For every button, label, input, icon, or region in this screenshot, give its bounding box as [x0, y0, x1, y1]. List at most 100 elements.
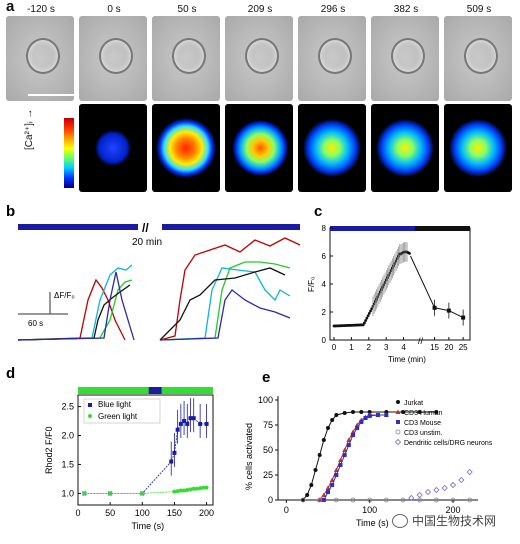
e-xtick-label: 200: [445, 505, 460, 515]
d-blue-bar: [148, 387, 162, 394]
c-xtick-label: 25: [459, 343, 468, 352]
c-data-point: [370, 307, 374, 311]
d-blue-point: [188, 416, 193, 421]
d-green-point: [198, 486, 203, 491]
c-data-point: [408, 252, 411, 255]
time-label: -120 s: [27, 4, 55, 15]
e-cd3-mouse-point: [321, 498, 326, 502]
e-cd3-unstim-point: [317, 497, 323, 503]
panel-d-chart: d 1.0 1.5 2.0 2.5 0 50 100 150 200 Rhod2 F/F0 Time…: [6, 365, 214, 531]
e-legend-text: CD3 Human: [404, 410, 443, 417]
e-legend-text: Jurkat: [404, 400, 423, 407]
e-ytick-label: 25: [263, 470, 273, 480]
c-ytick-label: 6: [322, 252, 327, 261]
e-cd3-mouse-point: [355, 426, 360, 430]
d-ytick-label: 2.5: [61, 402, 74, 412]
e-jurkat-point: [351, 410, 355, 414]
e-cd3-mouse-point: [326, 490, 330, 494]
calcium-fluorescence-image: [225, 104, 293, 192]
b-scale-x-label: 60 s: [28, 319, 43, 328]
e-jurkat-point: [342, 411, 347, 415]
b-stimulus-bar-right: [162, 224, 300, 230]
d-xtick-label: 50: [105, 508, 115, 518]
c-data-point: [365, 316, 369, 320]
c-black-bar: [415, 226, 470, 231]
d-blue-point: [198, 421, 203, 426]
e-cd3-unstim-point: [433, 497, 439, 503]
d-legend-blue-text: Blue light: [98, 400, 132, 409]
e-jurkat-point: [313, 468, 318, 472]
c-xtick-label: 3: [384, 343, 389, 352]
c-xlabel: Time (min): [388, 355, 426, 364]
e-legend-text: Dendritic cells/DRG neurons: [404, 440, 493, 447]
e-jurkat-point: [321, 438, 326, 442]
e-cd3-mouse-point: [330, 483, 335, 487]
e-cd3-mouse-point: [338, 463, 343, 467]
e-jurkat-point: [301, 498, 305, 502]
e-dendritic-point: [441, 484, 448, 492]
d-plot-frame: [77, 394, 214, 506]
b-trace-line: [17, 237, 301, 341]
wechat-logo-icon: [392, 513, 408, 528]
e-jurkat-point: [434, 410, 439, 414]
e-jurkat-point: [367, 410, 372, 414]
e-cd3-mouse-point: [376, 413, 380, 417]
b-trace-line: [17, 271, 291, 341]
e-cd3-human-point: [317, 497, 323, 502]
c-blue-bar: [330, 226, 415, 231]
e-cd3-unstim-point: [350, 497, 356, 503]
time-label: 296 s: [320, 4, 346, 15]
d-xtick-label: 200: [199, 508, 214, 518]
c-xtick-label: 4: [401, 343, 406, 352]
e-xtick-label: 100: [362, 505, 377, 515]
e-cd3-unstim-point: [400, 497, 406, 503]
brightfield-cell-image: [444, 16, 512, 101]
c-ytick-label: 8: [322, 224, 327, 233]
b-stimulus-bar-left: [18, 224, 138, 230]
calcium-fluorescence-image: [152, 104, 220, 192]
e-legend-marker: [394, 438, 402, 446]
scale-bar: [28, 94, 74, 96]
d-ytick-label: 1.5: [61, 459, 74, 469]
e-dendritic-point: [416, 491, 423, 499]
e-cd3-unstim-point: [367, 497, 373, 503]
d-series-line: [84, 487, 207, 494]
d-series-line: [84, 417, 207, 494]
ca-colorbar: [64, 118, 74, 188]
e-cd3-human-point: [321, 492, 327, 497]
e-dendritic-point: [466, 468, 473, 476]
panel-a-label: a: [6, 0, 15, 15]
e-legend-text: CD3 Mouse: [404, 420, 441, 427]
e-legend-marker: [396, 400, 400, 404]
c-axis-break-icon: //: [418, 336, 424, 346]
e-jurkat-point: [305, 493, 310, 497]
watermark-text: 中国生物技术网: [412, 514, 497, 528]
c-data-point: [367, 311, 371, 315]
d-green-point: [204, 485, 209, 490]
e-jurkat-point: [401, 410, 405, 414]
e-ytick-label: 75: [263, 420, 273, 430]
e-ytick-label: 50: [263, 445, 273, 455]
c-ylabel: F/F₀: [307, 277, 316, 292]
d-xlabel: Time (s): [132, 521, 165, 531]
b-trace-line: [17, 267, 286, 341]
time-label: 509 s: [466, 4, 492, 15]
e-cd3-unstim-point: [450, 497, 456, 503]
e-ytick-label: 100: [258, 395, 273, 405]
c-ytick-label: 2: [322, 308, 327, 317]
e-ylabel: % cells activated: [244, 423, 254, 490]
d-blue-point: [204, 421, 209, 426]
panel-d-label: d: [6, 365, 15, 382]
d-ylabel: Rhod2 F/F0: [44, 426, 54, 474]
e-cd3-mouse-point: [346, 443, 351, 447]
d-xtick-label: 150: [167, 508, 182, 518]
e-ytick-label: 0: [268, 495, 273, 505]
e-jurkat-point: [330, 418, 335, 422]
calcium-fluorescence-image: [371, 104, 439, 192]
e-cd3-human-point: [325, 485, 331, 490]
calcium-fluorescence-image: [79, 104, 147, 192]
calcium-fluorescence-image: [298, 104, 366, 192]
e-jurkat-point: [326, 426, 330, 430]
brightfield-cell-image: [6, 16, 74, 101]
c-ytick-label: 4: [322, 280, 327, 289]
